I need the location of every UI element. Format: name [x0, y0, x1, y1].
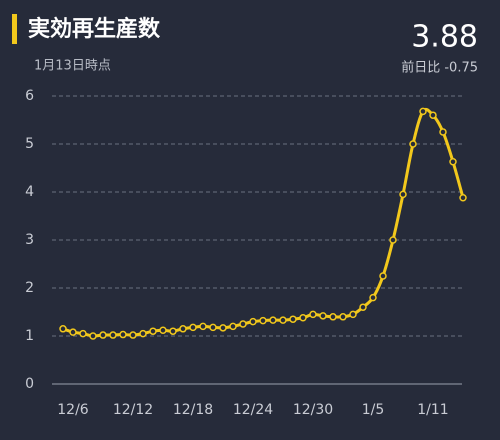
y-tick-label: 2 [25, 280, 34, 296]
x-tick-label: 12/6 [57, 402, 89, 418]
data-point [379, 272, 387, 280]
data-point [329, 313, 337, 321]
data-point [359, 303, 367, 311]
change-text: 前日比 -0.75 [401, 60, 478, 76]
y-tick-label: 4 [25, 184, 34, 200]
data-point [169, 327, 177, 335]
data-point [129, 331, 137, 339]
data-point [69, 328, 77, 336]
data-point [79, 329, 87, 338]
data-point [319, 312, 327, 320]
data-point [459, 194, 467, 202]
data-point [269, 316, 277, 324]
data-point [179, 325, 187, 333]
y-tick-label: 6 [25, 88, 34, 104]
data-point [139, 329, 147, 338]
data-point [289, 315, 297, 323]
data-point [149, 327, 157, 335]
data-point [419, 107, 427, 116]
data-point [339, 313, 347, 321]
data-point [309, 310, 317, 319]
data-point [229, 322, 237, 331]
y-tick-label: 5 [25, 136, 34, 152]
data-point [99, 331, 107, 339]
title-accent [12, 14, 17, 44]
y-tick-label: 3 [25, 232, 34, 248]
data-point [349, 310, 357, 319]
data-point [449, 158, 457, 166]
data-point [409, 140, 417, 148]
x-tick-label: 1/11 [417, 402, 448, 418]
data-point [299, 314, 307, 322]
y-tick-label: 1 [25, 328, 34, 344]
data-point [239, 320, 247, 328]
data-point [249, 317, 257, 326]
chart-subtitle: 1月13日時点 [34, 59, 111, 74]
chart-title: 実効再生産数 [28, 16, 161, 42]
data-point [89, 332, 97, 340]
data-point [159, 326, 167, 334]
data-point [279, 316, 287, 324]
data-point [119, 330, 127, 339]
x-tick-label: 12/24 [233, 402, 273, 418]
x-tick-label: 12/18 [173, 402, 213, 418]
data-point [219, 324, 227, 332]
data-point [429, 111, 437, 119]
data-point [209, 323, 217, 332]
data-point [199, 322, 207, 331]
data-point [189, 323, 197, 332]
data-point [389, 236, 397, 244]
data-point [399, 190, 407, 199]
x-tick-label: 12/12 [113, 402, 153, 418]
y-tick-label: 0 [25, 376, 34, 392]
data-point [109, 331, 117, 339]
x-tick-label: 1/5 [362, 402, 385, 418]
current-value: 3.88 [411, 20, 478, 55]
data-point [259, 316, 267, 325]
data-point [369, 293, 377, 302]
data-point [439, 128, 447, 136]
data-point [59, 325, 67, 333]
x-tick-label: 12/30 [293, 402, 333, 418]
